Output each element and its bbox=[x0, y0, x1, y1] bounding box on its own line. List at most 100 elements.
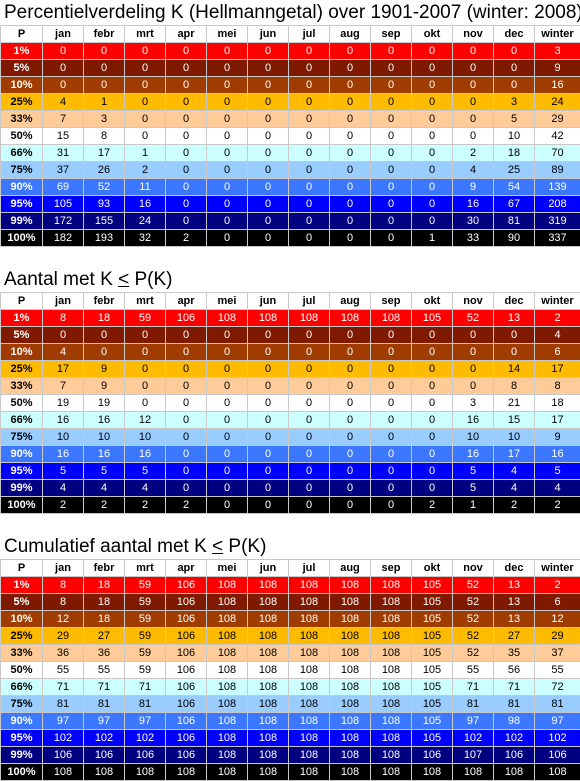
column-header: jun bbox=[248, 293, 289, 310]
table-cell: 2 bbox=[535, 497, 580, 514]
table-cell: 0 bbox=[412, 94, 453, 111]
table-cell: 108 bbox=[371, 310, 412, 327]
table-cell: 0 bbox=[166, 446, 207, 463]
table-cell: 105 bbox=[412, 594, 453, 611]
table-cell: 0 bbox=[330, 43, 371, 60]
row-label: 1% bbox=[1, 43, 43, 60]
table-cell: 0 bbox=[289, 395, 330, 412]
column-header: mei bbox=[207, 26, 248, 43]
table-cell: 0 bbox=[412, 43, 453, 60]
table-cell: 55 bbox=[84, 662, 125, 679]
table-cell: 105 bbox=[412, 577, 453, 594]
table-cell: 55 bbox=[453, 662, 494, 679]
table-cell: 106 bbox=[166, 662, 207, 679]
column-header: P bbox=[1, 560, 43, 577]
table-cell: 0 bbox=[330, 145, 371, 162]
table-cell: 70 bbox=[535, 145, 580, 162]
column-header: aug bbox=[330, 560, 371, 577]
table-cell: 108 bbox=[166, 764, 207, 781]
table-cell: 108 bbox=[289, 628, 330, 645]
table-cell: 90 bbox=[494, 230, 535, 247]
table-cell: 25 bbox=[494, 162, 535, 179]
row-label: 25% bbox=[1, 628, 43, 645]
table-cell: 0 bbox=[289, 344, 330, 361]
column-header: jan bbox=[43, 26, 84, 43]
table-cell: 107 bbox=[453, 747, 494, 764]
table-cell: 21 bbox=[494, 395, 535, 412]
table-cell: 2 bbox=[494, 497, 535, 514]
row-label: 95% bbox=[1, 196, 43, 213]
table-cell: 42 bbox=[535, 128, 580, 145]
table-cell: 0 bbox=[371, 327, 412, 344]
table-cell: 18 bbox=[535, 395, 580, 412]
table-cell: 0 bbox=[207, 395, 248, 412]
table-cell: 108 bbox=[453, 764, 494, 781]
table-cell: 0 bbox=[248, 43, 289, 60]
table-cell: 108 bbox=[371, 679, 412, 696]
table-cell: 0 bbox=[166, 344, 207, 361]
table-cell: 0 bbox=[330, 480, 371, 497]
table-cell: 12 bbox=[125, 412, 166, 429]
table-cell: 108 bbox=[248, 713, 289, 730]
table-cell: 0 bbox=[453, 327, 494, 344]
table-cell: 0 bbox=[207, 162, 248, 179]
table-cell: 105 bbox=[43, 196, 84, 213]
table-cell: 106 bbox=[166, 594, 207, 611]
column-header: dec bbox=[494, 26, 535, 43]
table-cell: 102 bbox=[453, 730, 494, 747]
table-cell: 4 bbox=[43, 480, 84, 497]
table-cell: 319 bbox=[535, 213, 580, 230]
table-cell: 0 bbox=[207, 230, 248, 247]
table-cell: 0 bbox=[330, 412, 371, 429]
table-cell: 2 bbox=[166, 230, 207, 247]
table-cell: 0 bbox=[412, 162, 453, 179]
table-cell: 0 bbox=[125, 344, 166, 361]
table-cell: 0 bbox=[412, 145, 453, 162]
table-cell: 208 bbox=[535, 196, 580, 213]
table-cell: 0 bbox=[248, 344, 289, 361]
table-cell: 72 bbox=[535, 679, 580, 696]
table-cell: 0 bbox=[207, 111, 248, 128]
table-cell: 106 bbox=[43, 747, 84, 764]
table-cell: 2 bbox=[125, 162, 166, 179]
table-cell: 67 bbox=[494, 196, 535, 213]
column-header: apr bbox=[166, 293, 207, 310]
table-cell: 8 bbox=[43, 577, 84, 594]
table-cell: 0 bbox=[412, 463, 453, 480]
table-cell: 106 bbox=[166, 747, 207, 764]
table-cell: 26 bbox=[84, 162, 125, 179]
table-cell: 0 bbox=[248, 361, 289, 378]
table-cell: 2 bbox=[84, 497, 125, 514]
row-label: 10% bbox=[1, 77, 43, 94]
table-cell: 0 bbox=[248, 412, 289, 429]
table-cell: 0 bbox=[248, 111, 289, 128]
table-cell: 0 bbox=[330, 344, 371, 361]
column-header: apr bbox=[166, 560, 207, 577]
table-cell: 0 bbox=[125, 395, 166, 412]
table-cell: 106 bbox=[494, 747, 535, 764]
table-cell: 0 bbox=[371, 60, 412, 77]
section-spacer bbox=[0, 247, 580, 267]
row-label: 95% bbox=[1, 463, 43, 480]
table-cell: 106 bbox=[166, 730, 207, 747]
table-cell: 17 bbox=[43, 361, 84, 378]
table-cell: 0 bbox=[207, 60, 248, 77]
table-cell: 106 bbox=[166, 696, 207, 713]
table-cell: 106 bbox=[166, 645, 207, 662]
table-cell: 97 bbox=[43, 713, 84, 730]
table-cell: 0 bbox=[289, 77, 330, 94]
table-cell: 108 bbox=[330, 628, 371, 645]
table-cell: 18 bbox=[494, 145, 535, 162]
table-cell: 0 bbox=[166, 463, 207, 480]
table-cell: 17 bbox=[84, 145, 125, 162]
table-cell: 105 bbox=[412, 611, 453, 628]
table-cell: 0 bbox=[330, 497, 371, 514]
table-cell: 108 bbox=[330, 577, 371, 594]
table-cell: 36 bbox=[43, 645, 84, 662]
